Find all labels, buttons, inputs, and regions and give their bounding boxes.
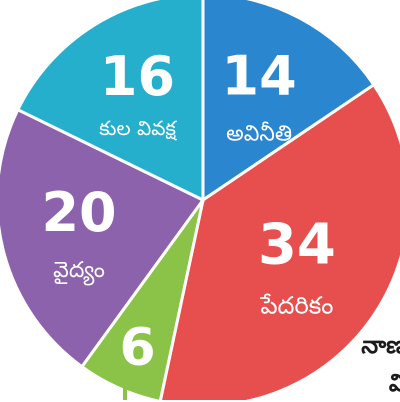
- slice-value-3: 6: [120, 318, 156, 378]
- slice-value-2: 34: [258, 212, 336, 277]
- slice-value-1: 14: [222, 45, 297, 108]
- slice-label-1: అవినీతి: [226, 122, 292, 147]
- slice-value-4: 20: [41, 181, 116, 244]
- pie-slice-1: [201, 0, 376, 203]
- pie-slice-5: [15, 0, 205, 203]
- slice-label-2: పేదరికం: [259, 291, 333, 319]
- pie-slice-4: [0, 107, 206, 369]
- slice-value-5: 16: [100, 45, 175, 108]
- pie-slice-2: [158, 82, 400, 400]
- side-caption: నాణ వి: [361, 326, 400, 402]
- side-caption-line-2: వి: [388, 369, 400, 397]
- side-caption-line-1: నాణ: [361, 331, 400, 359]
- slice-label-4: వైద్యం: [53, 258, 105, 286]
- slice-label-5: కుల వివక్ష: [99, 116, 177, 141]
